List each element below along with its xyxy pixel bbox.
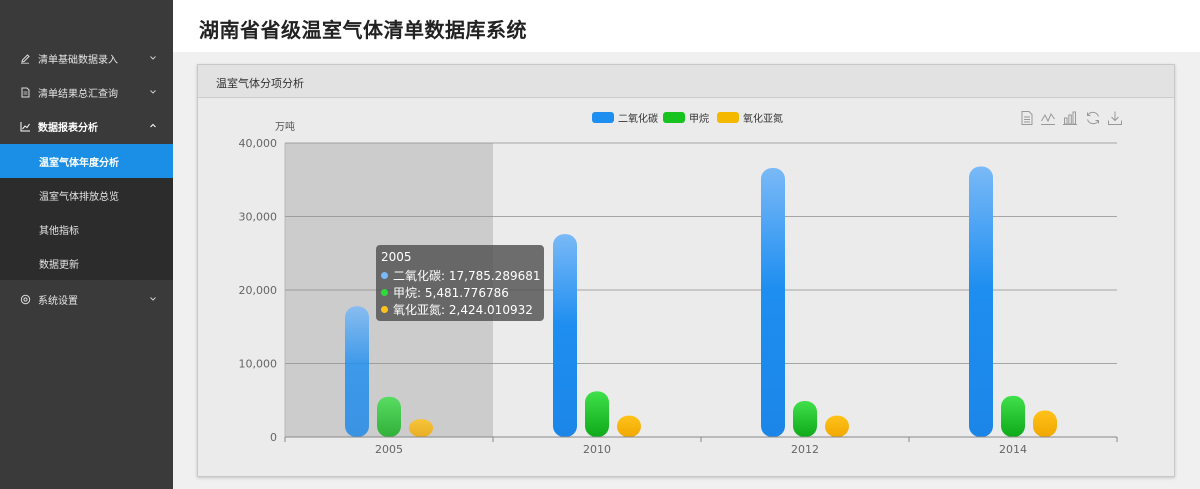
- data-view-icon[interactable]: [1019, 110, 1035, 126]
- y-axis-label: 万吨: [275, 120, 295, 133]
- x-tick-label: 2005: [375, 443, 403, 456]
- bar-chart-switch-icon[interactable]: [1062, 110, 1078, 126]
- legend-item-co2[interactable]: 二氧化碳: [592, 110, 658, 125]
- x-tick-label: 2012: [791, 443, 819, 456]
- y-tick-label: 30,000: [239, 211, 278, 224]
- tooltip-dot: [381, 289, 388, 296]
- legend-item-n2o[interactable]: 氧化亚氮: [717, 110, 783, 125]
- y-tick-label: 40,000: [239, 137, 278, 150]
- line-chart-switch-icon[interactable]: [1040, 110, 1056, 126]
- bar-co2[interactable]: [969, 167, 993, 437]
- legend-label: 二氧化碳: [618, 110, 658, 125]
- tooltip-value: 5,481.776786: [425, 286, 509, 300]
- y-tick-label: 20,000: [239, 284, 278, 297]
- tooltip-label: 二氧化碳: [393, 267, 441, 284]
- bar-n2o[interactable]: [1033, 411, 1057, 437]
- bar-ch4[interactable]: [585, 391, 609, 437]
- legend-swatch: [592, 112, 614, 123]
- bar-ch4[interactable]: [793, 401, 817, 437]
- tooltip-dot: [381, 272, 388, 279]
- bar-ch4[interactable]: [1001, 396, 1025, 437]
- tooltip-label: 甲烷: [393, 284, 417, 301]
- legend-item-ch4[interactable]: 甲烷: [663, 110, 709, 125]
- tooltip-row: 氧化亚氮: 2,424.010932: [381, 301, 544, 318]
- x-tick-label: 2010: [583, 443, 611, 456]
- refresh-icon[interactable]: [1085, 110, 1101, 126]
- download-icon[interactable]: [1107, 110, 1123, 126]
- x-tick-label: 2014: [999, 443, 1027, 456]
- legend-swatch: [663, 112, 685, 123]
- tooltip-value: 2,424.010932: [449, 303, 533, 317]
- legend-label: 氧化亚氮: [743, 110, 783, 125]
- tooltip-value: 17,785.289681: [449, 269, 541, 283]
- legend-swatch: [717, 112, 739, 123]
- legend-label: 甲烷: [689, 110, 709, 125]
- tooltip-dot: [381, 306, 388, 313]
- y-tick-label: 10,000: [239, 358, 278, 371]
- y-tick-label: 0: [270, 431, 277, 444]
- tooltip-row: 二氧化碳: 17,785.289681: [381, 267, 544, 284]
- bar-co2[interactable]: [761, 168, 785, 437]
- chart-tooltip: 2005 二氧化碳: 17,785.289681 甲烷: 5,481.77678…: [376, 245, 544, 321]
- bar-co2[interactable]: [553, 234, 577, 437]
- tooltip-row: 甲烷: 5,481.776786: [381, 284, 544, 301]
- bar-n2o[interactable]: [617, 416, 641, 437]
- bar-ch4[interactable]: [377, 397, 401, 437]
- bar-co2[interactable]: [345, 306, 369, 437]
- bar-n2o[interactable]: [409, 419, 433, 437]
- bar-n2o[interactable]: [825, 416, 849, 437]
- tooltip-label: 氧化亚氮: [393, 301, 441, 318]
- tooltip-title: 2005: [381, 250, 544, 264]
